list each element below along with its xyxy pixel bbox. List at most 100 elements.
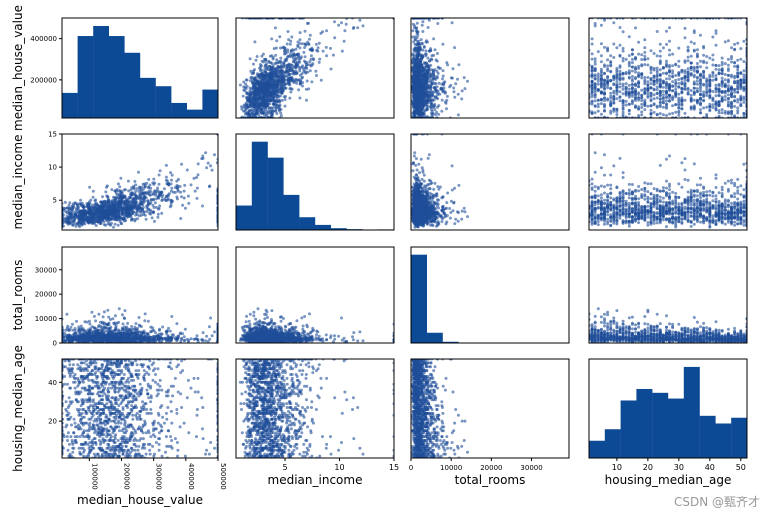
scatter-point	[262, 74, 266, 78]
scatter-point	[425, 86, 429, 89]
scatter-point	[275, 104, 279, 108]
scatter-point	[430, 58, 434, 62]
scatter-point	[260, 54, 264, 58]
scatter-point	[262, 80, 266, 84]
scatter-point	[356, 26, 360, 30]
scatter-point	[421, 69, 425, 73]
scatter-point	[730, 57, 733, 61]
scatter-point	[733, 47, 737, 51]
scatter-point	[634, 26, 637, 30]
scatter-point	[615, 46, 619, 50]
scatter-point	[720, 111, 724, 115]
scatter-point	[665, 29, 668, 33]
scatter-point	[711, 58, 715, 62]
scatter-point	[411, 73, 415, 77]
scatter-point	[603, 81, 606, 85]
scatter-point	[590, 57, 594, 61]
scatter-point	[296, 63, 299, 67]
scatter-point	[415, 90, 419, 94]
scatter-point	[318, 57, 322, 61]
scatter-point	[658, 62, 662, 66]
scatter-point	[671, 104, 675, 108]
scatter-point	[590, 42, 594, 46]
scatter-point	[305, 79, 309, 83]
scatter-point	[240, 105, 243, 109]
scatter-point	[312, 58, 315, 62]
scatter-point	[603, 99, 606, 103]
scatter-point	[606, 67, 610, 71]
scatter-point	[603, 85, 606, 89]
scatter-point	[686, 77, 690, 81]
scatter-point	[276, 78, 280, 82]
hist-bar	[62, 92, 78, 118]
scatter-point	[417, 39, 421, 43]
scatter-point	[612, 76, 616, 80]
scatter-point	[288, 83, 292, 87]
scatter-point	[426, 96, 430, 100]
scatter-point	[245, 92, 249, 96]
scatter-point	[711, 53, 715, 57]
scatter-point	[456, 113, 460, 117]
scatter-point	[677, 100, 681, 104]
scatter-point	[665, 59, 668, 63]
scatter-point	[627, 109, 631, 113]
scatter-point	[269, 109, 273, 113]
scatter-point	[269, 91, 273, 95]
scatter-point	[621, 101, 625, 105]
scatter-point	[422, 76, 425, 80]
scatter-point	[279, 65, 283, 69]
scatter-point	[418, 83, 422, 87]
scatter-point	[624, 57, 628, 61]
scatter-point	[640, 88, 644, 92]
scatter-point	[627, 69, 631, 73]
scatter-point	[421, 48, 425, 52]
scatter-point	[612, 107, 616, 111]
scatter-point	[441, 74, 445, 78]
panel-median_house_value-vs-housing_median_age	[588, 17, 748, 119]
scatter-point	[596, 79, 600, 83]
scatter-point	[429, 73, 433, 77]
scatter-point	[689, 68, 693, 72]
scatter-point	[615, 66, 619, 70]
scatter-point	[708, 108, 712, 112]
scatter-point	[708, 73, 712, 77]
scatter-point	[431, 111, 435, 115]
scatter-point	[726, 93, 730, 97]
scatter-point	[683, 26, 687, 30]
scatter-point	[612, 97, 616, 101]
scatter-point	[244, 108, 248, 111]
scatter-point	[711, 106, 715, 109]
scatter-point	[689, 105, 693, 109]
scatter-point	[640, 72, 644, 76]
scatter-point	[333, 36, 337, 40]
scatter-point	[705, 105, 709, 109]
scatter-point	[298, 82, 302, 86]
scatter-point	[603, 105, 606, 109]
scatter-point	[714, 63, 718, 67]
scatter-point	[630, 87, 634, 91]
scatter-point	[705, 84, 709, 88]
scatter-point	[739, 47, 743, 51]
scatter-point	[418, 42, 422, 46]
scatter-point	[590, 80, 594, 84]
scatter-point	[414, 101, 418, 105]
scatter-point	[426, 26, 430, 29]
scatter-point	[717, 64, 721, 68]
scatter-point	[624, 99, 628, 103]
scatter-point	[655, 81, 659, 85]
scatter-point	[733, 114, 737, 118]
scatter-point	[278, 35, 282, 39]
scatter-point	[720, 60, 724, 64]
scatter-point	[674, 110, 678, 114]
scatter-point	[267, 75, 271, 79]
scatter-point	[425, 39, 428, 43]
scatter-point	[726, 79, 730, 83]
scatter-point	[742, 73, 746, 77]
scatter-point	[279, 114, 283, 118]
scatter-point	[646, 57, 650, 61]
scatter-point	[630, 61, 634, 65]
scatter-point	[303, 66, 307, 70]
scatter-point	[714, 43, 718, 47]
scatter-point	[275, 96, 279, 100]
scatter-point	[661, 93, 665, 97]
